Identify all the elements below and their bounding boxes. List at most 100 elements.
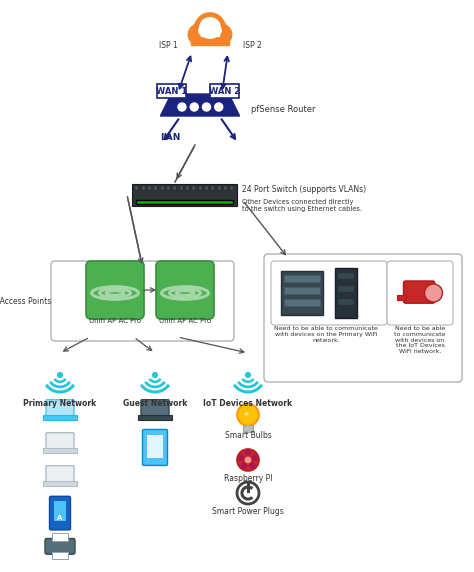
FancyBboxPatch shape	[161, 186, 164, 190]
Circle shape	[246, 372, 250, 378]
Text: Unifi AP AC Pro: Unifi AP AC Pro	[159, 318, 211, 324]
FancyBboxPatch shape	[224, 186, 227, 190]
FancyBboxPatch shape	[54, 502, 66, 521]
FancyBboxPatch shape	[52, 533, 68, 541]
Text: IoT Devices Network: IoT Devices Network	[203, 399, 292, 408]
FancyBboxPatch shape	[284, 299, 320, 306]
FancyBboxPatch shape	[192, 186, 195, 190]
FancyBboxPatch shape	[191, 34, 228, 45]
Circle shape	[210, 25, 222, 37]
Text: ISP 1: ISP 1	[159, 42, 177, 50]
FancyBboxPatch shape	[143, 430, 167, 466]
FancyBboxPatch shape	[199, 186, 202, 190]
Text: Raspberry PI: Raspberry PI	[224, 474, 272, 483]
Circle shape	[206, 21, 219, 35]
Circle shape	[241, 463, 247, 469]
FancyBboxPatch shape	[137, 200, 234, 204]
Text: Wireless Access Points: Wireless Access Points	[0, 296, 51, 305]
Text: 24 Port Switch (supports VLANs): 24 Port Switch (supports VLANs)	[243, 185, 366, 193]
FancyBboxPatch shape	[46, 466, 74, 482]
FancyBboxPatch shape	[46, 400, 74, 416]
Circle shape	[188, 23, 210, 46]
Circle shape	[201, 18, 219, 35]
Text: Unifi AP AC Pro: Unifi AP AC Pro	[89, 318, 141, 324]
FancyBboxPatch shape	[141, 400, 169, 416]
FancyBboxPatch shape	[43, 415, 77, 419]
Text: WAN 1: WAN 1	[156, 86, 188, 96]
Polygon shape	[160, 94, 239, 116]
FancyBboxPatch shape	[43, 481, 77, 486]
FancyBboxPatch shape	[230, 186, 234, 190]
Circle shape	[201, 21, 214, 35]
FancyBboxPatch shape	[211, 186, 215, 190]
Circle shape	[202, 103, 210, 111]
FancyBboxPatch shape	[136, 186, 138, 190]
Circle shape	[237, 404, 259, 426]
FancyBboxPatch shape	[201, 31, 219, 36]
Text: Smart Power Plugs: Smart Power Plugs	[212, 507, 284, 516]
FancyBboxPatch shape	[284, 287, 320, 294]
Text: A: A	[57, 515, 63, 522]
FancyBboxPatch shape	[52, 552, 68, 559]
Text: pfSense Router: pfSense Router	[251, 105, 316, 113]
FancyBboxPatch shape	[157, 84, 186, 97]
FancyBboxPatch shape	[271, 261, 387, 325]
FancyBboxPatch shape	[243, 425, 253, 432]
Circle shape	[198, 25, 210, 37]
FancyBboxPatch shape	[155, 186, 157, 190]
FancyBboxPatch shape	[387, 261, 453, 325]
FancyBboxPatch shape	[338, 286, 354, 292]
Text: Primary Network: Primary Network	[23, 399, 97, 408]
Circle shape	[178, 103, 186, 111]
Circle shape	[252, 455, 258, 461]
Text: LAN: LAN	[160, 133, 180, 141]
FancyBboxPatch shape	[51, 261, 234, 341]
Circle shape	[190, 103, 198, 111]
FancyBboxPatch shape	[148, 186, 151, 190]
Circle shape	[194, 12, 226, 44]
FancyBboxPatch shape	[210, 84, 239, 97]
Circle shape	[58, 372, 63, 378]
Text: Need to be able to communicate
with devices on the Primary WiFi
network.: Need to be able to communicate with devi…	[274, 326, 378, 343]
Circle shape	[210, 23, 232, 46]
FancyBboxPatch shape	[186, 186, 189, 190]
FancyBboxPatch shape	[138, 415, 172, 419]
FancyBboxPatch shape	[281, 271, 323, 315]
FancyBboxPatch shape	[156, 261, 214, 319]
FancyBboxPatch shape	[173, 186, 176, 190]
Text: Guest Network: Guest Network	[123, 399, 187, 408]
FancyBboxPatch shape	[46, 432, 74, 449]
Text: Other Devices connected directly
to the switch using Ethernet cables.: Other Devices connected directly to the …	[243, 199, 363, 212]
FancyBboxPatch shape	[397, 295, 407, 300]
FancyBboxPatch shape	[180, 186, 183, 190]
FancyBboxPatch shape	[133, 184, 237, 206]
Circle shape	[245, 450, 251, 456]
FancyBboxPatch shape	[403, 281, 435, 303]
Text: Need to be able
to communicate
with devices on
the IoT Devices
WiFi network.: Need to be able to communicate with devi…	[394, 326, 446, 354]
FancyBboxPatch shape	[49, 496, 71, 530]
Text: Smart Bulbs: Smart Bulbs	[225, 431, 272, 440]
Wedge shape	[244, 411, 249, 415]
FancyBboxPatch shape	[167, 186, 170, 190]
FancyBboxPatch shape	[218, 186, 221, 190]
Circle shape	[202, 17, 228, 43]
Text: WAN 2: WAN 2	[210, 86, 241, 96]
FancyBboxPatch shape	[43, 448, 77, 452]
Circle shape	[215, 103, 223, 111]
FancyBboxPatch shape	[142, 186, 145, 190]
FancyBboxPatch shape	[45, 538, 75, 554]
Circle shape	[199, 17, 221, 39]
Circle shape	[245, 456, 251, 463]
FancyBboxPatch shape	[338, 299, 354, 305]
FancyBboxPatch shape	[264, 254, 462, 382]
Circle shape	[425, 284, 443, 302]
Circle shape	[249, 463, 255, 469]
FancyBboxPatch shape	[86, 261, 144, 319]
FancyBboxPatch shape	[147, 435, 163, 458]
FancyBboxPatch shape	[284, 275, 320, 282]
Circle shape	[237, 449, 259, 471]
FancyBboxPatch shape	[338, 273, 354, 279]
Circle shape	[238, 455, 244, 461]
Circle shape	[153, 372, 157, 378]
Text: ISP 2: ISP 2	[243, 42, 261, 50]
